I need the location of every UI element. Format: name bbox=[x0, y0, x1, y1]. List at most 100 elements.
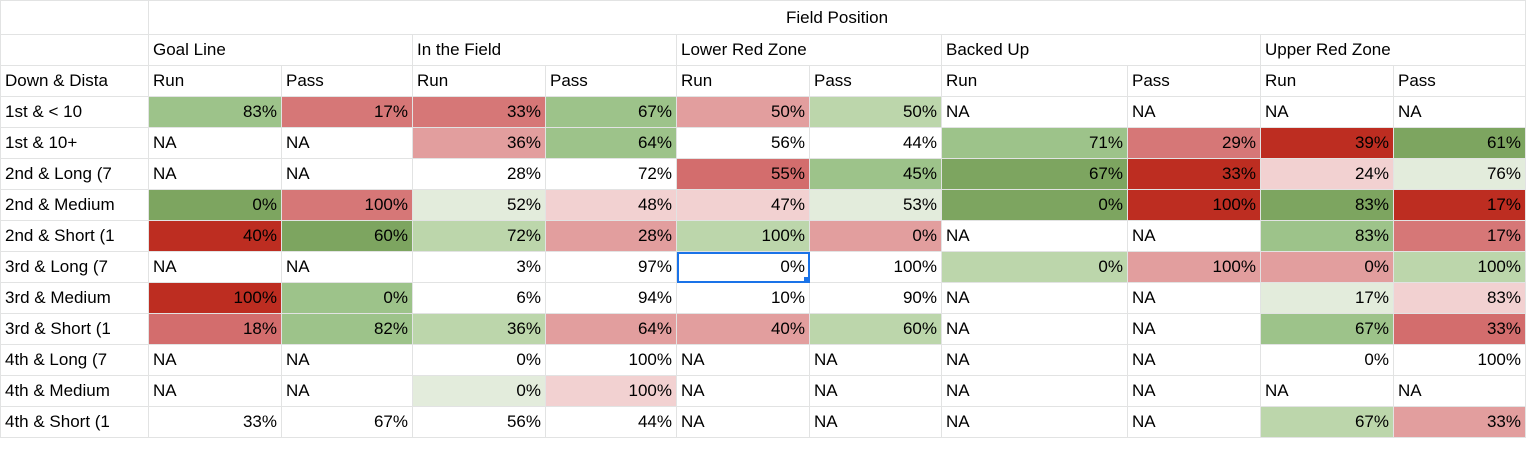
empty-cell[interactable] bbox=[0, 0, 149, 35]
data-cell[interactable]: 83% bbox=[148, 96, 282, 128]
data-cell[interactable]: 47% bbox=[676, 189, 810, 221]
data-cell[interactable]: NA bbox=[1260, 375, 1394, 407]
row-label[interactable]: 4th & Medium bbox=[0, 375, 149, 407]
data-cell[interactable]: 33% bbox=[1393, 406, 1526, 438]
data-cell[interactable]: NA bbox=[809, 375, 942, 407]
data-cell[interactable]: 56% bbox=[676, 127, 810, 159]
data-cell[interactable]: 100% bbox=[1127, 251, 1261, 283]
data-cell[interactable]: 0% bbox=[941, 189, 1128, 221]
data-cell[interactable]: NA bbox=[1127, 313, 1261, 345]
run-subheader[interactable]: Run bbox=[676, 65, 810, 97]
data-cell[interactable]: 0% bbox=[809, 220, 942, 252]
row-label[interactable]: 2nd & Short (1 bbox=[0, 220, 149, 252]
data-cell[interactable]: 97% bbox=[545, 251, 677, 283]
run-subheader[interactable]: Run bbox=[148, 65, 282, 97]
data-cell[interactable]: 100% bbox=[1393, 344, 1526, 376]
data-cell[interactable]: 52% bbox=[412, 189, 546, 221]
data-cell[interactable]: 0% bbox=[148, 189, 282, 221]
row-label[interactable]: 3rd & Medium bbox=[0, 282, 149, 314]
data-cell[interactable]: NA bbox=[809, 406, 942, 438]
data-cell[interactable]: 0% bbox=[412, 375, 546, 407]
data-cell[interactable]: 83% bbox=[1260, 189, 1394, 221]
data-cell[interactable]: NA bbox=[281, 344, 413, 376]
data-cell[interactable]: 10% bbox=[676, 282, 810, 314]
data-cell[interactable]: 33% bbox=[1127, 158, 1261, 190]
zone-header[interactable]: Goal Line bbox=[148, 34, 413, 66]
data-cell[interactable]: 17% bbox=[281, 96, 413, 128]
data-cell[interactable]: 83% bbox=[1260, 220, 1394, 252]
data-cell[interactable]: 72% bbox=[545, 158, 677, 190]
pass-subheader[interactable]: Pass bbox=[1393, 65, 1526, 97]
data-cell[interactable]: 33% bbox=[148, 406, 282, 438]
data-cell[interactable]: NA bbox=[941, 220, 1128, 252]
data-cell[interactable]: NA bbox=[941, 313, 1128, 345]
data-cell[interactable]: NA bbox=[941, 344, 1128, 376]
data-cell[interactable]: 94% bbox=[545, 282, 677, 314]
pass-subheader[interactable]: Pass bbox=[281, 65, 413, 97]
row-label[interactable]: 4th & Short (1 bbox=[0, 406, 149, 438]
data-cell[interactable]: 100% bbox=[1393, 251, 1526, 283]
row-label[interactable]: 2nd & Medium bbox=[0, 189, 149, 221]
data-cell[interactable]: 82% bbox=[281, 313, 413, 345]
data-cell[interactable]: 71% bbox=[941, 127, 1128, 159]
data-cell[interactable]: 6% bbox=[412, 282, 546, 314]
data-cell[interactable]: NA bbox=[941, 96, 1128, 128]
data-cell[interactable]: NA bbox=[1127, 375, 1261, 407]
data-cell[interactable]: 50% bbox=[809, 96, 942, 128]
zone-header[interactable]: In the Field bbox=[412, 34, 677, 66]
data-cell[interactable]: NA bbox=[941, 406, 1128, 438]
data-cell[interactable]: 17% bbox=[1393, 189, 1526, 221]
row-label[interactable]: 2nd & Long (7 bbox=[0, 158, 149, 190]
data-cell[interactable]: NA bbox=[1393, 375, 1526, 407]
pass-subheader[interactable]: Pass bbox=[1127, 65, 1261, 97]
run-subheader[interactable]: Run bbox=[1260, 65, 1394, 97]
data-cell[interactable]: 44% bbox=[545, 406, 677, 438]
data-cell[interactable]: 33% bbox=[412, 96, 546, 128]
data-cell[interactable]: 39% bbox=[1260, 127, 1394, 159]
zone-header[interactable]: Backed Up bbox=[941, 34, 1261, 66]
row-label[interactable]: 4th & Long (7 bbox=[0, 344, 149, 376]
field-position-header[interactable]: Field Position bbox=[148, 0, 1526, 35]
data-cell[interactable]: 29% bbox=[1127, 127, 1261, 159]
zone-header[interactable]: Upper Red Zone bbox=[1260, 34, 1526, 66]
data-cell[interactable]: 17% bbox=[1260, 282, 1394, 314]
data-cell[interactable]: 48% bbox=[545, 189, 677, 221]
data-cell[interactable]: NA bbox=[148, 251, 282, 283]
data-cell[interactable]: NA bbox=[1127, 282, 1261, 314]
data-cell[interactable]: 3% bbox=[412, 251, 546, 283]
data-cell[interactable]: 61% bbox=[1393, 127, 1526, 159]
data-cell[interactable]: 56% bbox=[412, 406, 546, 438]
data-cell[interactable]: 40% bbox=[148, 220, 282, 252]
data-cell[interactable]: 36% bbox=[412, 127, 546, 159]
data-cell[interactable]: 100% bbox=[545, 344, 677, 376]
data-cell[interactable]: NA bbox=[1127, 344, 1261, 376]
data-cell[interactable]: NA bbox=[676, 406, 810, 438]
data-cell[interactable]: NA bbox=[148, 127, 282, 159]
data-cell[interactable]: NA bbox=[281, 375, 413, 407]
data-cell[interactable]: 90% bbox=[809, 282, 942, 314]
data-cell[interactable]: 100% bbox=[676, 220, 810, 252]
data-cell[interactable]: 17% bbox=[1393, 220, 1526, 252]
empty-cell[interactable] bbox=[0, 34, 149, 66]
data-cell[interactable]: 60% bbox=[281, 220, 413, 252]
row-header-label[interactable]: Down & Dista bbox=[0, 65, 149, 97]
data-cell[interactable]: 64% bbox=[545, 313, 677, 345]
data-cell[interactable]: 40% bbox=[676, 313, 810, 345]
data-cell[interactable]: 0% bbox=[941, 251, 1128, 283]
data-cell[interactable]: NA bbox=[1260, 96, 1394, 128]
data-cell[interactable]: NA bbox=[1127, 406, 1261, 438]
row-label[interactable]: 3rd & Long (7 bbox=[0, 251, 149, 283]
data-cell[interactable]: 67% bbox=[545, 96, 677, 128]
data-cell[interactable]: 24% bbox=[1260, 158, 1394, 190]
data-cell[interactable]: 0% bbox=[1260, 344, 1394, 376]
data-cell[interactable]: 28% bbox=[412, 158, 546, 190]
run-subheader[interactable]: Run bbox=[412, 65, 546, 97]
data-cell[interactable]: NA bbox=[1127, 220, 1261, 252]
pass-subheader[interactable]: Pass bbox=[545, 65, 677, 97]
data-cell[interactable]: 76% bbox=[1393, 158, 1526, 190]
data-cell[interactable]: 67% bbox=[1260, 313, 1394, 345]
data-cell[interactable]: 100% bbox=[148, 282, 282, 314]
data-cell[interactable]: NA bbox=[148, 375, 282, 407]
data-cell[interactable]: 44% bbox=[809, 127, 942, 159]
data-cell[interactable]: 100% bbox=[809, 251, 942, 283]
